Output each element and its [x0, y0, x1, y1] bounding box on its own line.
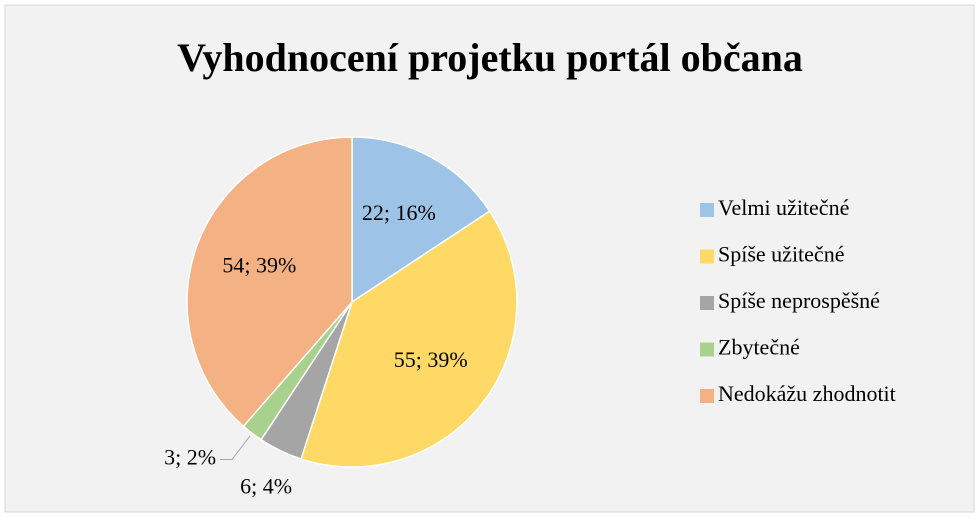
legend-label: Zbytečné — [718, 335, 800, 360]
data-label: 55; 39% — [394, 347, 468, 372]
legend-label: Spíše užitečné — [718, 242, 844, 267]
legend-label: Velmi užitečné — [718, 195, 849, 220]
legend-swatch — [700, 296, 714, 310]
pie-slice — [186, 136, 353, 428]
legend-label: Spíše neprospěšné — [718, 288, 880, 313]
pie-slice — [351, 136, 491, 304]
chart-title: Vyhodnocení projetku portál občana — [177, 35, 803, 80]
legend-swatch — [700, 203, 714, 217]
leader-line — [220, 435, 251, 461]
legend-swatch — [700, 389, 714, 403]
data-label: 3; 2% — [164, 445, 216, 470]
legend-swatch — [700, 249, 714, 264]
data-label: 6; 4% — [240, 473, 292, 498]
data-label: 22; 16% — [362, 200, 436, 225]
pie-slice — [300, 210, 518, 468]
legend-label: Nedokážu zhodnotit — [718, 381, 896, 406]
data-label: 54; 39% — [222, 252, 296, 277]
legend-swatch — [700, 342, 714, 357]
